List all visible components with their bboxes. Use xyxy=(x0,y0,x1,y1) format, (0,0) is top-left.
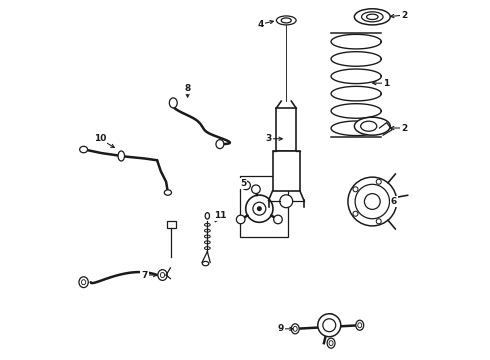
Ellipse shape xyxy=(291,324,299,334)
Ellipse shape xyxy=(160,273,165,278)
Circle shape xyxy=(242,181,250,190)
Ellipse shape xyxy=(164,190,171,195)
Bar xyxy=(240,176,288,237)
Ellipse shape xyxy=(362,12,383,22)
Circle shape xyxy=(365,194,380,210)
Text: 2: 2 xyxy=(401,123,408,132)
Ellipse shape xyxy=(276,16,296,25)
Text: 7: 7 xyxy=(142,270,148,279)
Circle shape xyxy=(274,215,282,224)
Circle shape xyxy=(353,211,358,216)
Text: 11: 11 xyxy=(214,211,226,220)
Circle shape xyxy=(376,219,381,224)
Ellipse shape xyxy=(281,18,291,23)
Text: 10: 10 xyxy=(94,134,106,143)
Ellipse shape xyxy=(361,121,377,131)
Circle shape xyxy=(236,215,245,224)
Circle shape xyxy=(252,185,260,194)
Circle shape xyxy=(253,202,266,215)
Ellipse shape xyxy=(354,117,390,135)
Ellipse shape xyxy=(80,146,88,153)
Circle shape xyxy=(355,184,390,219)
Ellipse shape xyxy=(216,140,224,149)
Circle shape xyxy=(318,314,341,337)
Text: 5: 5 xyxy=(240,179,246,188)
Ellipse shape xyxy=(356,320,364,330)
Ellipse shape xyxy=(81,280,86,285)
Text: 9: 9 xyxy=(278,324,284,333)
Ellipse shape xyxy=(327,338,335,348)
Ellipse shape xyxy=(205,213,210,219)
Bar xyxy=(167,221,176,228)
Circle shape xyxy=(353,187,358,192)
Circle shape xyxy=(323,319,336,332)
Ellipse shape xyxy=(367,14,378,19)
Text: 4: 4 xyxy=(258,19,264,28)
Ellipse shape xyxy=(329,341,333,346)
Text: 1: 1 xyxy=(384,79,390,88)
Circle shape xyxy=(245,195,273,222)
Ellipse shape xyxy=(158,270,167,280)
Ellipse shape xyxy=(79,277,88,288)
Circle shape xyxy=(376,179,381,184)
Circle shape xyxy=(258,207,261,211)
FancyBboxPatch shape xyxy=(276,108,296,151)
Text: 6: 6 xyxy=(391,197,397,206)
Ellipse shape xyxy=(293,326,297,331)
Ellipse shape xyxy=(202,261,209,266)
Text: 8: 8 xyxy=(185,84,191,93)
Circle shape xyxy=(391,199,395,204)
Ellipse shape xyxy=(118,151,124,161)
Circle shape xyxy=(280,195,293,208)
Ellipse shape xyxy=(358,323,362,328)
Text: 3: 3 xyxy=(265,134,271,143)
FancyBboxPatch shape xyxy=(272,151,300,191)
Ellipse shape xyxy=(170,98,177,108)
Ellipse shape xyxy=(354,9,390,25)
Text: 2: 2 xyxy=(401,10,408,19)
Circle shape xyxy=(348,177,397,226)
